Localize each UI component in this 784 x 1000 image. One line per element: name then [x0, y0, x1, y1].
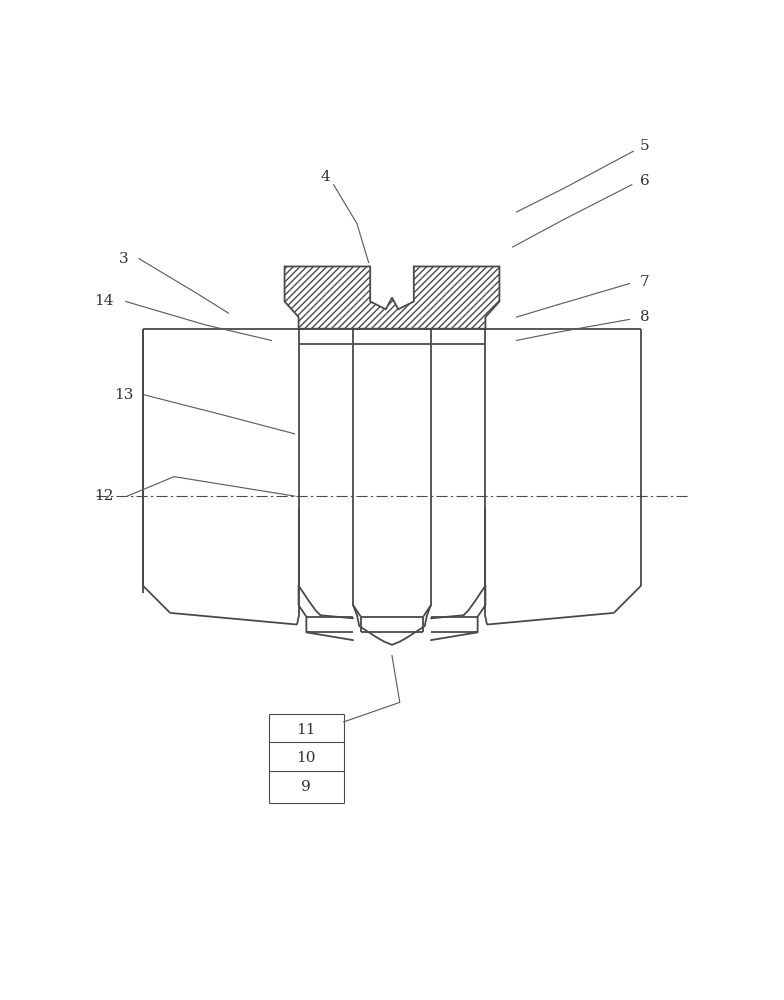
- Text: 4: 4: [321, 170, 331, 184]
- Text: 14: 14: [94, 294, 114, 308]
- Text: 12: 12: [94, 489, 114, 503]
- Text: 6: 6: [640, 174, 650, 188]
- Text: 8: 8: [641, 310, 650, 324]
- Text: 9: 9: [302, 780, 311, 794]
- Text: 10: 10: [296, 751, 316, 765]
- Text: 3: 3: [118, 252, 129, 266]
- Text: 7: 7: [641, 275, 650, 289]
- Text: 11: 11: [296, 723, 316, 737]
- Text: 13: 13: [114, 388, 133, 402]
- Text: 5: 5: [641, 139, 650, 153]
- Polygon shape: [285, 266, 499, 329]
